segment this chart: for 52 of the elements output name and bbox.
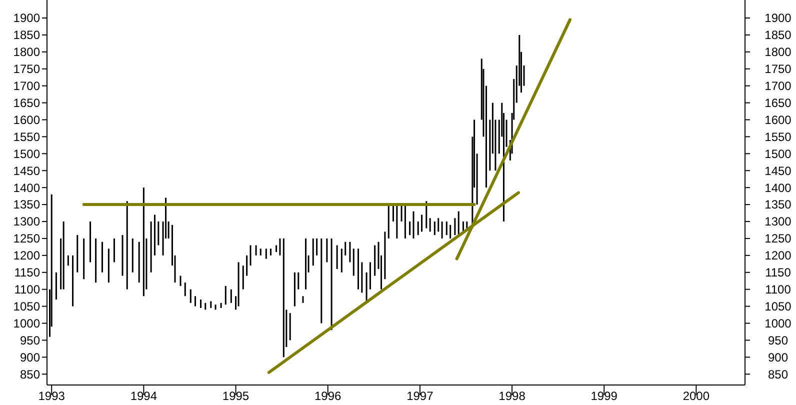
x-tick-label: 1995 xyxy=(222,389,250,403)
y-tick-label: 1300 xyxy=(13,214,40,229)
x-tick-label: 1994 xyxy=(130,389,158,403)
y2-tick-label: 1100 xyxy=(765,282,792,297)
y2-tick-label: 1500 xyxy=(764,146,792,161)
y-tick-label: 1450 xyxy=(13,164,40,178)
x-tick-label: 1999 xyxy=(590,389,618,403)
y2-tick-label: 1600 xyxy=(764,112,792,127)
y-tick-label: 1800 xyxy=(13,45,40,60)
y2-tick-label: 850 xyxy=(768,367,788,382)
y2-tick-label: 1250 xyxy=(764,232,792,246)
y2-tick-label: 1750 xyxy=(764,62,792,76)
y2-tick-label: 1350 xyxy=(764,198,792,212)
x-tick-label: 1997 xyxy=(406,389,434,403)
y-tick-label: 1650 xyxy=(13,96,40,110)
y2-tick-label: 1850 xyxy=(764,28,792,42)
y-tick-label: 1550 xyxy=(13,130,40,144)
y-tick-label: 1100 xyxy=(14,282,40,297)
y2-tick-label: 1700 xyxy=(764,79,792,94)
y2-tick-label: 1300 xyxy=(764,214,792,229)
y-tick-label: 950 xyxy=(20,333,40,348)
y2-tick-label: 950 xyxy=(768,333,788,348)
y2-tick-label: 1050 xyxy=(764,300,792,314)
x-tick-label: 2000 xyxy=(682,389,710,403)
y2-tick-label: 1150 xyxy=(765,266,792,280)
y-tick-label: 1750 xyxy=(13,62,40,76)
y2-tick-label: 1450 xyxy=(764,164,792,178)
y-tick-label: 1200 xyxy=(13,248,40,263)
y2-tick-label: 1000 xyxy=(764,316,792,330)
y-tick-label: 1900 xyxy=(13,11,40,26)
y2-tick-label: 1400 xyxy=(764,180,792,195)
y-tick-label: 1400 xyxy=(13,180,40,195)
y-tick-label: 1000 xyxy=(13,316,40,330)
y-tick-label: 1850 xyxy=(13,28,40,42)
y-tick-label: 1700 xyxy=(13,79,40,94)
y2-tick-label: 1800 xyxy=(764,45,792,60)
y2-tick-label: 1650 xyxy=(764,96,792,110)
y-tick-label: 1250 xyxy=(13,232,40,246)
x-tick-label: 1996 xyxy=(314,389,342,403)
y-tick-label: 1050 xyxy=(13,300,40,314)
y-tick-label: 1600 xyxy=(13,112,40,127)
y-tick-label: 1500 xyxy=(13,146,40,161)
y-tick-label: 1350 xyxy=(13,198,40,212)
y-tick-label: 850 xyxy=(20,367,40,382)
y2-tick-label: 1550 xyxy=(764,130,792,144)
y2-tick-label: 900 xyxy=(768,350,788,364)
y-tick-label: 900 xyxy=(20,350,40,364)
y2-tick-label: 1200 xyxy=(764,248,792,263)
x-tick-label: 1993 xyxy=(38,389,66,403)
y2-tick-label: 1900 xyxy=(764,11,792,26)
x-tick-label: 1998 xyxy=(498,389,526,403)
y-tick-label: 1150 xyxy=(14,266,40,280)
